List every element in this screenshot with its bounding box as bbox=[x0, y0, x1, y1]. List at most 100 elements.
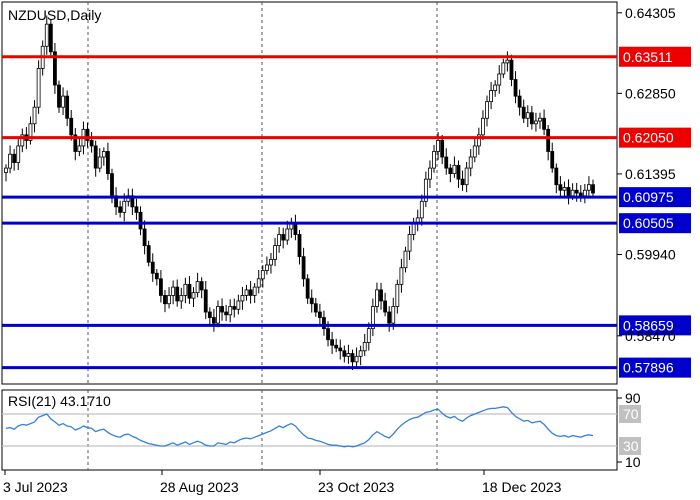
rsi-label: RSI(21) 43.1710 bbox=[8, 393, 111, 409]
candle-up bbox=[493, 84, 498, 91]
candle-up bbox=[269, 259, 273, 266]
candle-up bbox=[375, 289, 379, 307]
candle-up bbox=[183, 283, 188, 296]
candle-up bbox=[423, 178, 428, 202]
candle-up bbox=[16, 145, 21, 163]
rsi-level-badge bbox=[619, 437, 641, 455]
rsi-tick-label: 10 bbox=[625, 454, 641, 470]
candle-up bbox=[399, 267, 404, 285]
level-badge bbox=[619, 357, 691, 378]
candle-down bbox=[142, 228, 147, 246]
candle-down bbox=[513, 79, 518, 97]
candle-up bbox=[534, 120, 538, 125]
candles bbox=[4, 15, 595, 370]
level-label: 0.60975 bbox=[623, 189, 674, 205]
candle-down bbox=[199, 281, 204, 291]
candle-up bbox=[101, 151, 106, 158]
candle-up bbox=[395, 283, 400, 307]
candle-up bbox=[411, 223, 416, 235]
candle-down bbox=[53, 51, 57, 86]
candle-down bbox=[73, 134, 78, 152]
candle-up bbox=[436, 140, 440, 152]
candle-down bbox=[322, 317, 326, 330]
candle-up bbox=[419, 200, 424, 219]
candle-down bbox=[220, 306, 224, 313]
candle-down bbox=[546, 128, 551, 152]
candle-down bbox=[118, 206, 123, 213]
candle-up bbox=[252, 286, 257, 296]
candle-down bbox=[106, 151, 110, 175]
candle-down bbox=[110, 173, 114, 197]
candle-down bbox=[57, 84, 61, 108]
candle-down bbox=[440, 140, 445, 158]
candle-up bbox=[44, 23, 49, 47]
rsi-levels: 70 30 bbox=[2, 405, 641, 455]
candle-up bbox=[452, 164, 457, 175]
level-label: 0.58659 bbox=[623, 317, 674, 333]
candle-up bbox=[8, 153, 12, 169]
candle-up bbox=[358, 350, 363, 357]
candle-up bbox=[464, 167, 469, 186]
candle-down bbox=[444, 156, 449, 169]
x-tick-label: 18 Dec 2023 bbox=[482, 479, 562, 495]
candle-down bbox=[342, 350, 347, 357]
candle-down bbox=[521, 106, 526, 119]
candle-up bbox=[236, 300, 241, 310]
candle-down bbox=[509, 59, 514, 80]
candle-down bbox=[387, 311, 392, 324]
candle-down bbox=[317, 311, 322, 318]
candle-down bbox=[574, 189, 579, 194]
candle-up bbox=[354, 355, 359, 363]
candle-down bbox=[517, 95, 522, 108]
candle-up bbox=[362, 342, 367, 352]
candle-down bbox=[12, 153, 17, 163]
candle-down bbox=[529, 112, 534, 125]
level-badge bbox=[619, 127, 691, 148]
candle-up bbox=[36, 68, 41, 108]
candle-down bbox=[69, 117, 74, 136]
candle-down bbox=[224, 311, 229, 316]
candle-down bbox=[338, 347, 343, 352]
candle-down bbox=[591, 184, 595, 194]
chart-title: NZDUSD,Daily bbox=[8, 7, 101, 23]
price-panel-frame bbox=[1, 1, 618, 385]
candle-down bbox=[232, 306, 237, 310]
candle-up bbox=[167, 295, 171, 305]
candle-down bbox=[187, 283, 192, 299]
level-label: 0.60505 bbox=[623, 215, 674, 231]
rsi-level-label: 30 bbox=[623, 438, 639, 454]
y-tick-label: 0.64305 bbox=[625, 5, 676, 21]
candle-down bbox=[175, 286, 180, 302]
level-label: 0.62050 bbox=[623, 130, 674, 146]
candle-down bbox=[65, 95, 70, 119]
candle-up bbox=[582, 189, 587, 197]
candle-up bbox=[432, 151, 436, 169]
rsi-level-badge bbox=[619, 405, 641, 423]
candle-down bbox=[313, 303, 318, 313]
candle-up bbox=[28, 123, 33, 141]
candle-up bbox=[538, 117, 542, 122]
candle-down bbox=[159, 278, 163, 296]
candle-up bbox=[472, 145, 477, 158]
candle-down bbox=[211, 317, 216, 324]
candle-up bbox=[346, 353, 351, 357]
candle-down bbox=[334, 344, 339, 349]
candle-down bbox=[281, 234, 286, 241]
candle-up bbox=[570, 189, 575, 197]
level-badge bbox=[619, 213, 691, 234]
candle-up bbox=[468, 156, 473, 169]
candle-up bbox=[122, 200, 127, 213]
candle-up bbox=[587, 184, 591, 191]
candle-up bbox=[20, 134, 25, 147]
candle-down bbox=[48, 23, 53, 53]
candle-down bbox=[460, 178, 465, 186]
candle-down bbox=[326, 328, 330, 341]
candle-down bbox=[379, 289, 383, 302]
candle-down bbox=[150, 261, 155, 274]
level-badge bbox=[619, 46, 691, 67]
candle-up bbox=[489, 90, 493, 103]
candle-up bbox=[403, 250, 408, 269]
candle-down bbox=[203, 289, 208, 313]
rsi-level-label: 70 bbox=[623, 406, 639, 422]
levels: 0.63511 0.62050 0.60975 0.60505 0.58659 0.578… bbox=[2, 46, 691, 378]
